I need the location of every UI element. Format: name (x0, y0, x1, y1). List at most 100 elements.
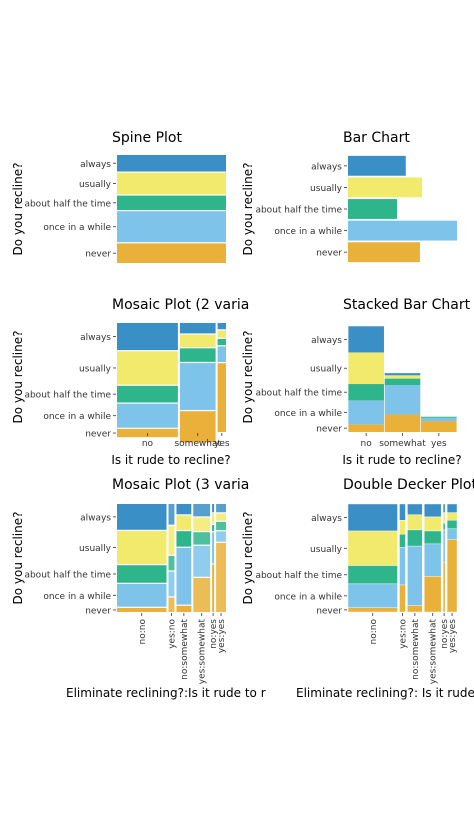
double-decker-tile (442, 529, 446, 563)
spine-segment (117, 243, 226, 263)
mosaic-tile (176, 531, 192, 547)
plot-area: always usually about half the time once in … (24, 155, 226, 263)
double-decker-tile (399, 520, 406, 535)
y-tick-label: once in a while (43, 412, 111, 422)
x-tick-label: somewhat (379, 439, 426, 449)
mosaic-tile (176, 504, 192, 515)
panel-title: Mosaic Plot (2 varia (112, 297, 249, 313)
double-decker-tile (399, 547, 406, 586)
mosaic-tile (193, 577, 211, 612)
mosaic-tile (217, 363, 226, 432)
y-tick-label: once in a while (43, 223, 111, 233)
double-decker-tile (347, 503, 398, 532)
mosaic-tile (216, 504, 226, 513)
double-decker-tile (442, 512, 446, 524)
mosaic-tile (179, 363, 216, 410)
mosaic-tile (217, 323, 226, 330)
double-decker-tile (347, 583, 398, 608)
double-decker-tile (446, 528, 458, 540)
mosaic-tile (117, 351, 178, 385)
mosaic-tile (168, 504, 175, 525)
y-axis-label: Do you recline? (241, 163, 255, 256)
mosaic-tile (193, 504, 211, 517)
y-tick-label: never (85, 250, 111, 260)
plot-area: always usually about half the time once in … (24, 323, 230, 449)
mosaic-tile (217, 330, 226, 338)
mosaic-tile (117, 583, 167, 607)
y-tick-label: once in a while (43, 592, 111, 602)
double-decker-tile (446, 503, 458, 513)
stacked-bar-segment (384, 378, 421, 386)
mosaic-tile (179, 411, 216, 443)
y-axis-label: Do you recline? (241, 512, 255, 605)
plot-area: always usually about half the time once in … (24, 504, 227, 684)
x-tick-label: no:somewhat (411, 619, 421, 680)
mosaic-tile (117, 504, 167, 530)
y-tick-label: about half the time (255, 571, 342, 581)
double-decker-tile (407, 514, 423, 531)
y-tick-label: always (311, 514, 342, 524)
double-decker-tile (407, 529, 423, 547)
mosaic-tile (216, 531, 226, 542)
x-tick-label: yes:no (167, 619, 177, 649)
x-tick-label: yes (214, 439, 230, 449)
y-tick-label: about half the time (255, 389, 342, 399)
mosaic-tile (193, 517, 211, 531)
y-tick-label: always (80, 513, 111, 523)
y-tick-label: usually (79, 364, 112, 374)
y-tick-label: usually (310, 365, 343, 375)
mosaic-tile (193, 532, 211, 545)
double-decker-tile (407, 605, 423, 613)
double-decker-tile (424, 576, 442, 613)
stacked-bar-segment (421, 421, 457, 432)
y-axis-label: Do you recline? (11, 331, 25, 424)
x-axis-label: Is it rude to recline? (342, 453, 461, 467)
panel-title: Double Decker Plot (343, 477, 474, 493)
plot-area: no somewhat yes always usually about half the… (255, 326, 457, 449)
double-decker-tile (399, 503, 406, 521)
y-tick-label: about half the time (24, 391, 111, 401)
x-tick-label: no:no (138, 619, 148, 645)
y-tick-label: once in a while (274, 592, 342, 602)
y-tick-label: usually (79, 544, 112, 554)
double-decker-tile (407, 545, 423, 606)
panel-mosaic3: Mosaic Plot (3 varia Do you recline? Eli… (11, 477, 266, 700)
double-decker-tile (399, 534, 406, 548)
mosaic-tile (168, 571, 175, 597)
y-axis-label: Do you recline? (11, 512, 25, 605)
y-tick-label: always (311, 162, 342, 172)
double-decker-tile (446, 512, 458, 521)
x-tick-label: yes:yes (448, 619, 458, 653)
mosaic-tile (212, 524, 215, 532)
x-axis-label: Is it rude to recline? (111, 453, 230, 467)
panel-title: Spine Plot (112, 130, 182, 146)
x-tick-label: yes:no (398, 619, 408, 649)
y-tick-label: about half the time (255, 206, 342, 216)
mosaic-tile (212, 504, 215, 513)
panel-spine: Spine Plot Do you recline? always usually… (11, 130, 226, 263)
x-tick-label: somewhat (174, 439, 221, 449)
y-tick-label: never (316, 425, 342, 435)
mosaic-tile (117, 385, 178, 403)
panel-title: Stacked Bar Chart (343, 297, 471, 313)
stacked-bar-segment (421, 416, 457, 418)
y-tick-label: always (80, 333, 111, 343)
bar (348, 155, 406, 176)
stacked-bar-segment (384, 375, 421, 379)
mosaic-tile (217, 338, 226, 346)
x-tick-label: no:no (369, 619, 379, 645)
double-decker-tile (446, 520, 458, 530)
panel-title: Mosaic Plot (3 varia (112, 477, 249, 493)
mosaic-tile (179, 323, 216, 334)
mosaic-tile (216, 542, 226, 612)
x-tick-label: yes:somewhat (429, 619, 439, 685)
mosaic-tile (216, 513, 226, 521)
x-tick-label: yes:somewhat (198, 619, 208, 685)
stacked-bar-segment (421, 417, 457, 422)
bar (348, 177, 423, 198)
y-tick-label: usually (79, 180, 112, 190)
y-tick-label: about half the time (24, 570, 111, 580)
panel-title: Bar Chart (343, 130, 410, 146)
y-tick-label: always (80, 160, 111, 170)
spine-segment (117, 195, 226, 211)
